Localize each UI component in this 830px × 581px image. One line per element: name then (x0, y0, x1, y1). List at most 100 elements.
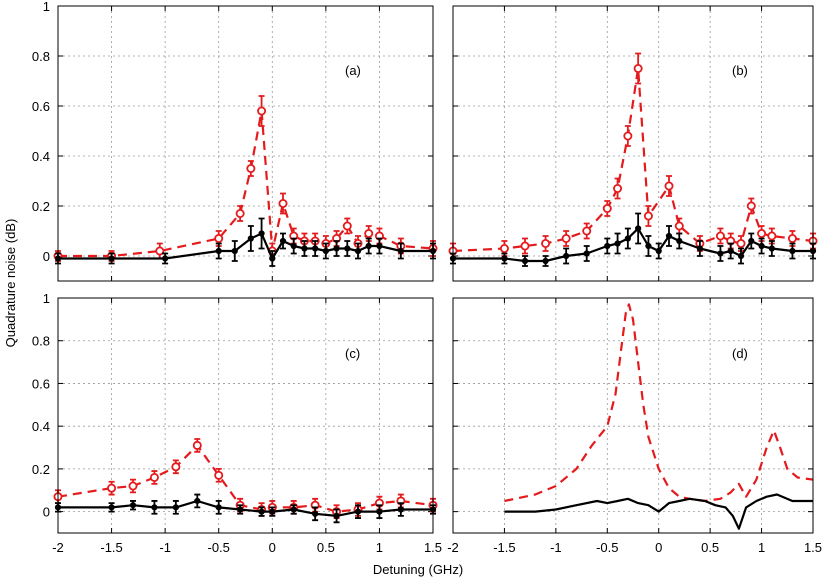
panel-d-frame (452, 297, 814, 534)
black-data-point (397, 247, 404, 255)
red-data-point (214, 233, 224, 243)
y-tick-label: 0.4 (32, 149, 50, 164)
y-tick-label: 0.8 (32, 49, 50, 64)
y-axis-title: Quadrature noise (dB) (3, 219, 18, 348)
y-tick-label: 0.6 (32, 376, 50, 391)
x-tick-label: -2 (447, 540, 459, 555)
black-data-point (635, 225, 642, 232)
black-data-point (501, 255, 508, 262)
red-data-point (520, 241, 530, 251)
y-tick-label: 1 (43, 291, 50, 306)
red-data-point (613, 183, 623, 193)
panel-a-marks (53, 95, 438, 267)
black-data-point (354, 247, 362, 255)
black-data-point (665, 232, 673, 240)
black-data-point (676, 237, 683, 245)
red-data-point (364, 228, 374, 238)
black-data-point (322, 247, 329, 255)
red-data-point (746, 201, 756, 211)
x-axis-title: Detuning (GHz) (373, 562, 463, 577)
red-data-point (214, 470, 224, 480)
panel-b-grid (452, 5, 814, 281)
black-data-point (312, 510, 319, 517)
red-data-point (602, 203, 612, 213)
red-data-point (623, 131, 633, 141)
panel-d: (d) (452, 297, 814, 534)
red-data-point (757, 228, 767, 238)
black-data-point (696, 245, 703, 252)
y-tick-label: 0.2 (32, 199, 50, 214)
black-data-point (624, 235, 631, 242)
x-tick-label: 1 (758, 540, 765, 555)
red-data-point (257, 106, 267, 116)
black-data-point (269, 255, 276, 262)
x-tick-label: -1 (159, 540, 171, 555)
y-tick-label: 0 (43, 249, 50, 264)
black-data-point (768, 245, 775, 252)
panel-c-label: (c) (345, 346, 360, 361)
black-data-point (614, 240, 621, 247)
red-data-point (787, 233, 797, 243)
black-data-point (333, 245, 340, 252)
black-data-point (279, 237, 287, 245)
x-tick-label: -2 (52, 540, 64, 555)
black-data-point (290, 242, 297, 250)
black-data-point (354, 508, 362, 515)
y-tick-label: 0.6 (32, 99, 50, 114)
black-data-point (604, 242, 611, 250)
red-data-point (715, 231, 725, 241)
black-data-point (655, 247, 662, 255)
black-data-point (215, 504, 222, 511)
red-data-point (499, 243, 509, 253)
black-data-point (194, 497, 201, 505)
black-data-point (312, 245, 319, 252)
black-data-point (365, 242, 372, 250)
red-data-point (128, 481, 138, 491)
red-data-point (767, 231, 777, 241)
black-data-point (108, 504, 115, 511)
tick-labels: 0 0.2 0.4 0.6 0.8 1 -2 -1.5 -1 -0.5 0 0.5 1 1.5 0 0.2 0.… (32, 0, 822, 555)
red-data-point (246, 163, 256, 173)
red-data-point (235, 208, 245, 218)
black-data-point (247, 235, 254, 242)
black-data-point (258, 508, 265, 515)
panel-c-grid (57, 297, 434, 533)
x-tick-label: -0.5 (596, 540, 618, 555)
red-data-point (192, 440, 202, 450)
x-tick-label: 1 (376, 540, 383, 555)
panel-a-grid (57, 5, 434, 281)
black-data-point (301, 245, 308, 252)
x-tick-label: -0.5 (208, 540, 230, 555)
black-data-point (237, 506, 244, 513)
red-data-point (561, 233, 571, 243)
x-tick-label: 1.5 (424, 540, 442, 555)
black-data-point (258, 230, 265, 237)
red-data-point (149, 472, 159, 482)
black-data-point (344, 245, 351, 252)
panel-b-frame (452, 5, 814, 282)
x-tick-label: 1.5 (804, 540, 822, 555)
red-data-point (342, 221, 352, 231)
black-data-point (333, 512, 340, 520)
black-data-point (172, 504, 179, 511)
panel-c: (c) (53, 297, 438, 534)
black-data-point (717, 250, 724, 257)
black-data-point (737, 252, 745, 260)
x-tick-label: 0.5 (317, 540, 335, 555)
black-data-point (521, 257, 529, 265)
panel-b-label: (b) (732, 63, 748, 78)
x-tick-label: -1.5 (100, 540, 122, 555)
panel-c-frame (57, 297, 434, 534)
black-data-point (583, 250, 590, 257)
red-data-point (674, 221, 684, 231)
red-data-point (633, 64, 643, 74)
black-data-point (748, 237, 755, 245)
red-data-point (278, 198, 288, 208)
black-data-point (290, 506, 297, 513)
x-tick-label: -1 (550, 540, 562, 555)
black-data-point (162, 255, 169, 262)
black-data-point (231, 247, 238, 255)
panel-d-grid (452, 297, 814, 533)
x-tick-label: -1.5 (493, 540, 515, 555)
